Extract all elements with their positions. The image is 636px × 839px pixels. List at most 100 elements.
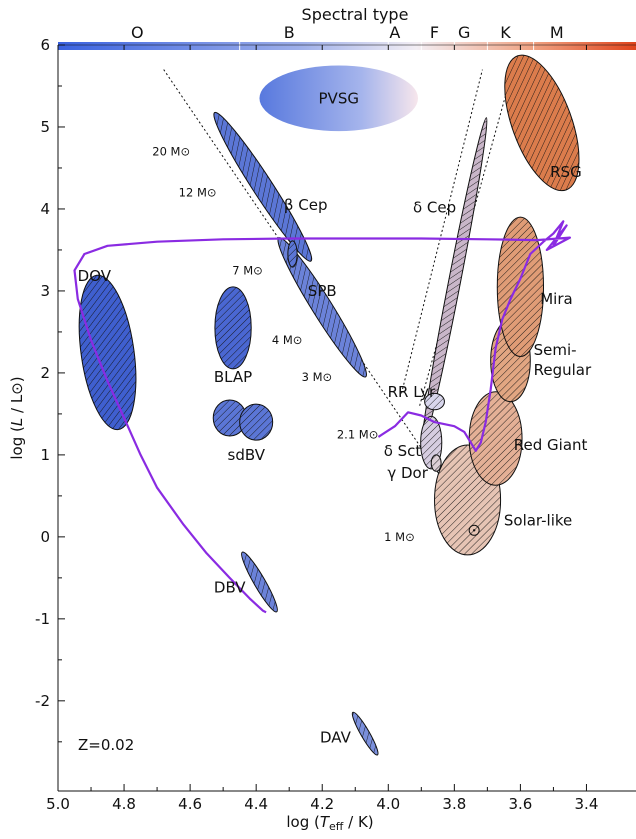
- region-hatch-beta-Cep-SPB-overlap: [287, 240, 298, 268]
- region-label-line: DOV: [78, 267, 112, 285]
- region-label-line: RR Lyr: [388, 383, 436, 401]
- region-label-PVSG: PVSG: [319, 89, 359, 107]
- y-tick-label: 1: [40, 446, 50, 464]
- region-hatch-Red-Giant: [469, 391, 523, 486]
- instability-strip-blue-edge: [401, 69, 483, 394]
- region-hatch-sdBV-right: [239, 404, 273, 441]
- region-label-line: SPB: [308, 282, 337, 300]
- mass-label-7-msun: 7 M⊙: [232, 263, 263, 277]
- instability-strip-red-edge: [419, 77, 511, 406]
- axes-frame: [57, 44, 636, 792]
- region-hatch-Mira: [497, 217, 544, 357]
- x-tick-label: 4.4: [244, 795, 268, 813]
- y-axis-title: log (L / L⊙): [8, 376, 26, 459]
- region-DAV: [351, 711, 379, 756]
- region-hatch-DOV: [79, 275, 136, 430]
- region-label-line: δ Cep: [413, 198, 456, 216]
- region-hatch-SPB: [277, 237, 367, 378]
- region-label-line: RSG: [550, 163, 582, 181]
- x-tick-label: 4.0: [376, 795, 400, 813]
- x-tick-label: 4.8: [112, 795, 136, 813]
- region-label-line: Red Giant: [514, 436, 588, 454]
- spectral-type-B: B: [284, 23, 295, 42]
- region-sdBV-right: [239, 403, 274, 441]
- region-label-line: Mira: [540, 290, 572, 308]
- spectral-type-A: A: [389, 23, 400, 42]
- region-label-Semi-Regular: Semi- Regular: [534, 341, 592, 379]
- spectral-type-K: K: [500, 23, 511, 42]
- mass-label-12-msun: 12 M⊙: [179, 186, 217, 200]
- region-DBV: [241, 551, 278, 613]
- region-hatch-delta-Cep: [421, 117, 487, 448]
- x-axis-title: log (Teff / K): [286, 813, 373, 833]
- mass-label-1-msun: 1 M⊙: [384, 530, 415, 544]
- spectral-type-O: O: [131, 23, 144, 42]
- region-BLAP: [214, 286, 252, 370]
- region-beta-Cep: [213, 111, 313, 262]
- mass-label-3-msun: 3 M⊙: [302, 370, 333, 384]
- x-tick-label: 5.0: [46, 795, 70, 813]
- region-label-DBV: DBV: [214, 579, 246, 597]
- region-hatch-gamma-Dor: [431, 454, 442, 472]
- region-label-DOV: DOV: [78, 267, 112, 285]
- region-label-DAV: DAV: [320, 729, 352, 747]
- y-tick-label: -1: [35, 610, 50, 628]
- region-label-Solar-like: Solar-like: [504, 511, 572, 529]
- region-hatch-RSG: [504, 55, 579, 191]
- region-label-Red-Giant: Red Giant: [514, 436, 588, 454]
- x-tick-label: 3.8: [442, 795, 466, 813]
- region-Red-Giant: [468, 391, 523, 486]
- region-label-RR-Lyr: RR Lyr: [388, 383, 436, 401]
- region-label-RSG: RSG: [550, 163, 582, 181]
- y-tick-label: -2: [35, 692, 50, 710]
- region-label-delta-Sct: δ Sct: [384, 442, 422, 460]
- region-Mira: [496, 216, 545, 358]
- y-tick-label: 5: [40, 118, 50, 136]
- region-label-line: BLAP: [214, 368, 252, 386]
- region-shape-PVSG: [259, 65, 419, 132]
- region-label-line: Solar-like: [504, 511, 572, 529]
- region-label-line: δ Sct: [384, 442, 422, 460]
- region-DOV: [78, 274, 137, 431]
- region-label-beta-Cep: β Cep: [284, 196, 328, 214]
- region-RSG: [504, 54, 580, 192]
- region-gamma-Dor: [430, 454, 442, 472]
- region-label-SPB: SPB: [308, 282, 337, 300]
- mass-label-20-msun: 20 M⊙: [152, 145, 190, 159]
- region-label-line: Semi-: [534, 341, 577, 359]
- region-label-BLAP: BLAP: [214, 368, 252, 386]
- spectral-type-G: G: [458, 23, 470, 42]
- zams-line: [163, 69, 488, 546]
- region-label-line: β Cep: [284, 196, 328, 214]
- x-tick-label: 3.6: [508, 795, 532, 813]
- region-hatch-DAV: [352, 712, 379, 756]
- region-label-gamma-Dor: γ Dor: [387, 464, 428, 482]
- region-RR-Lyr: [424, 392, 445, 411]
- region-hatch-beta-Cep: [213, 112, 312, 262]
- x-tick-label: 3.4: [575, 795, 599, 813]
- x-tick-label: 4.2: [310, 795, 334, 813]
- sun-marker: [468, 524, 480, 536]
- region-label-sdBV: sdBV: [228, 446, 266, 464]
- region-label-line: DAV: [320, 729, 352, 747]
- region-hatch-RR-Lyr: [424, 393, 445, 410]
- y-tick-label: 0: [40, 528, 50, 546]
- x-tick-label: 4.6: [178, 795, 202, 813]
- region-beta-Cep-SPB-overlap: [287, 240, 298, 268]
- spectral-type-M: M: [550, 23, 564, 42]
- y-tick-label: 3: [40, 282, 50, 300]
- region-label-line: DBV: [214, 579, 246, 597]
- region-hatch-BLAP: [214, 286, 252, 369]
- region-sdBV-left: [212, 399, 247, 437]
- y-tick-label: 6: [40, 36, 50, 54]
- region-hatch-sdBV-left: [213, 399, 247, 437]
- region-label-line: γ Dor: [387, 464, 428, 482]
- region-hatch-DBV: [241, 552, 278, 612]
- region-label-Mira: Mira: [540, 290, 572, 308]
- region-delta-Cep: [421, 117, 488, 449]
- mass-label-4-msun: 4 M⊙: [272, 333, 303, 347]
- mass-label-2.1-msun: 2.1 M⊙: [337, 427, 379, 441]
- spectral-type-F: F: [430, 23, 439, 42]
- evolutionary-track: [73, 220, 571, 614]
